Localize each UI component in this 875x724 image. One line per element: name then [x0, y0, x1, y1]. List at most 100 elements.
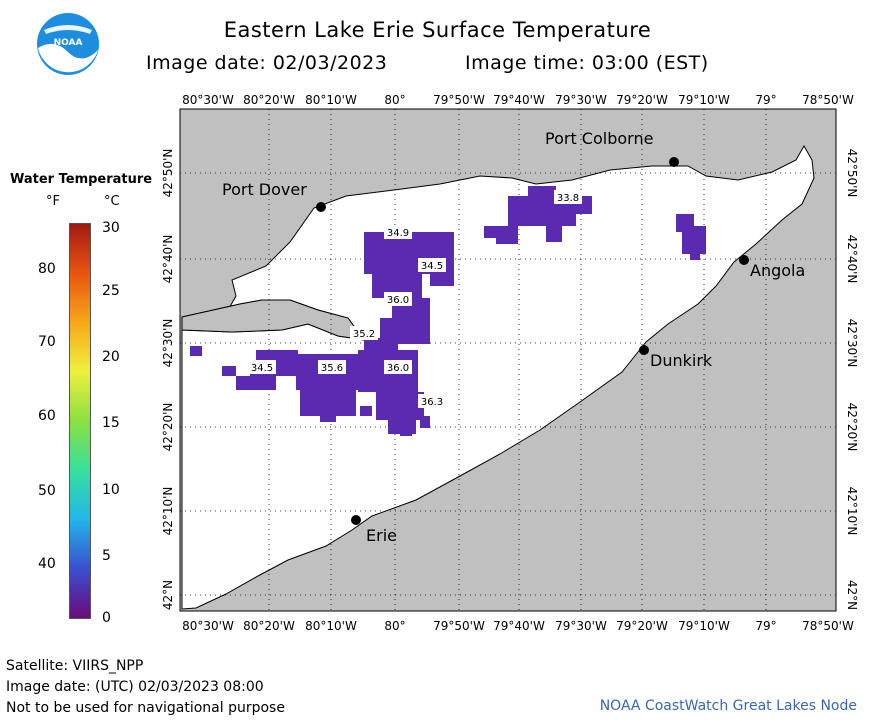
sst-pixel	[528, 186, 556, 200]
credit: NOAA CoastWatch Great Lakes Node	[599, 698, 857, 714]
city-marker	[669, 157, 679, 167]
legend-f-tick: 70	[38, 334, 56, 350]
sst-pixel	[320, 414, 336, 422]
longitude-label: 79°20'W	[616, 93, 668, 107]
temp-label-bg	[350, 326, 378, 340]
longitude-label: 79°30'W	[555, 619, 607, 633]
map-frame	[179, 108, 837, 612]
longitude-label: 80°	[384, 619, 405, 633]
sst-pixel	[190, 346, 202, 356]
longitude-label: 80°20'W	[243, 93, 295, 107]
latitude-label: 42°10'N	[845, 487, 859, 536]
temperature-color-bar	[69, 223, 91, 619]
legend-f-tick: 40	[38, 556, 56, 572]
disclaimer: Not to be used for navigational purpose	[6, 700, 285, 716]
city-marker	[351, 515, 361, 525]
city-marker	[639, 345, 649, 355]
svg-text:NOAA: NOAA	[54, 38, 83, 48]
temperature-label: 36.0	[387, 295, 409, 306]
sst-pixel	[360, 406, 372, 416]
latitude-label: 42°30'N	[161, 319, 175, 368]
city-label: Port Colborne	[545, 129, 653, 148]
legend-f-tick: 50	[38, 483, 56, 499]
temp-label-bg	[384, 292, 412, 306]
longitude-label: 80°10'W	[305, 619, 357, 633]
legend-c-tick: 10	[102, 482, 120, 498]
city-label: Angola	[750, 261, 805, 280]
longitude-label: 80°	[384, 93, 405, 107]
legend-unit-f: °F	[46, 194, 60, 209]
city-label: Erie	[366, 526, 397, 545]
map-title: Eastern Lake Erie Surface Temperature	[223, 18, 652, 42]
sst-pixel	[300, 388, 356, 416]
sst-pixel	[682, 226, 706, 254]
sst-pixel	[556, 212, 576, 226]
latitude-label: 42°20'N	[845, 403, 859, 452]
sst-pixel	[222, 366, 236, 376]
longitude-label: 79°	[755, 619, 776, 633]
longitude-label: 78°50'W	[802, 619, 854, 633]
sst-pixel	[420, 416, 430, 428]
image-time: Image time: 03:00 (EST)	[465, 52, 709, 74]
sst-pixel	[546, 226, 562, 242]
longitude-label: 79°40'W	[493, 619, 545, 633]
longitude-label: 80°30'W	[182, 619, 234, 633]
longitude-label: 79°	[755, 93, 776, 107]
temp-label-bg	[418, 258, 446, 272]
city-marker	[316, 202, 326, 212]
utc-date: Image date: (UTC) 02/03/2023 08:00	[6, 679, 264, 695]
longitude-label: 79°50'W	[433, 93, 485, 107]
legend-c-tick: 5	[102, 548, 111, 564]
sst-pixel	[400, 428, 412, 436]
sst-pixel	[690, 250, 700, 260]
temp-label-bg	[554, 190, 582, 204]
latitude-label: 42°N	[161, 580, 175, 610]
legend-c-tick: 25	[102, 283, 120, 299]
sst-pixel	[430, 272, 454, 286]
legend-c-tick: 30	[102, 220, 120, 236]
temperature-label: 36.0	[387, 363, 409, 374]
sst-pixel	[496, 226, 518, 244]
temperature-label: 34.5	[251, 363, 273, 374]
temp-label-bg	[318, 360, 346, 374]
latitude-label: 42°50'N	[845, 149, 859, 198]
legend-c-tick: 20	[102, 349, 120, 365]
latitude-label: 42°20'N	[161, 403, 175, 452]
longitude-label: 80°10'W	[305, 93, 357, 107]
latitude-label: 42°40'N	[161, 235, 175, 284]
longitude-label: 80°30'W	[182, 93, 234, 107]
legend-f-tick: 80	[38, 261, 56, 277]
latitude-label: 42°30'N	[845, 319, 859, 368]
satellite-info: Satellite: VIIRS_NPP	[6, 658, 144, 674]
temp-label-bg	[248, 360, 276, 374]
temperature-label: 34.9	[387, 228, 409, 239]
latitude-label: 42°N	[845, 580, 859, 610]
temperature-label: 34.5	[421, 261, 443, 272]
legend-c-tick: 15	[102, 415, 120, 431]
temperature-label: 35.2	[353, 329, 375, 340]
latitude-label: 42°50'N	[161, 149, 175, 198]
legend-f-tick: 60	[38, 408, 56, 424]
city-marker	[739, 255, 749, 265]
longitude-label: 79°50'W	[433, 619, 485, 633]
longitude-label: 79°20'W	[616, 619, 668, 633]
legend-title: Water Temperature	[10, 172, 153, 187]
latitude-label: 42°10'N	[161, 487, 175, 536]
longitude-label: 79°10'W	[678, 619, 730, 633]
latitude-label: 42°40'N	[845, 235, 859, 284]
city-label: Port Dover	[222, 180, 307, 199]
city-label: Dunkirk	[650, 351, 713, 370]
image-date: Image date: 02/03/2023	[146, 52, 388, 74]
temperature-label: 36.3	[421, 397, 443, 408]
legend-c-tick: 0	[102, 610, 111, 626]
longitude-label: 78°50'W	[802, 93, 854, 107]
longitude-label: 79°10'W	[678, 93, 730, 107]
legend-unit-c: °C	[104, 194, 120, 209]
longitude-label: 79°40'W	[493, 93, 545, 107]
temp-label-bg	[384, 360, 412, 374]
temp-label-bg	[384, 225, 412, 239]
temperature-label: 33.8	[557, 193, 579, 204]
temp-label-bg	[418, 394, 446, 408]
noaa-logo: NOAA	[37, 13, 99, 75]
